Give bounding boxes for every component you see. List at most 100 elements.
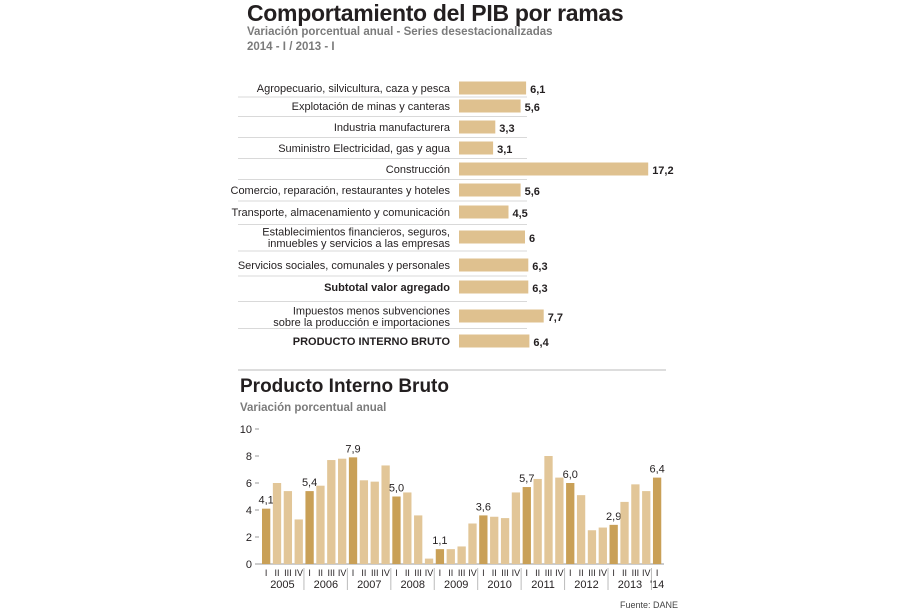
category-label: Industria manufacturera (334, 122, 451, 134)
bar (479, 515, 488, 564)
quarter-label: II (275, 568, 280, 578)
bar-data-label: 7,9 (345, 443, 360, 455)
chart-subtitle: Variación porcentual anual - Series dese… (247, 26, 553, 38)
category-label: Impuestos menos subvenciones (293, 305, 451, 317)
quarter-label: II (492, 568, 497, 578)
quarter-label: III (501, 568, 509, 578)
quarter-label: II (535, 568, 540, 578)
quarter-label: III (458, 568, 466, 578)
quarter-label: IV (381, 568, 390, 578)
bar (459, 230, 525, 244)
year-label: 2010 (487, 579, 511, 591)
bar (533, 478, 542, 564)
bar (468, 523, 477, 564)
quarter-label: I (439, 568, 442, 578)
bar-value-label: 6,3 (532, 283, 547, 295)
bar-data-label: 3,6 (476, 501, 491, 513)
y-tick-label: 8 (246, 451, 252, 463)
bar (459, 334, 530, 348)
quarter-label: III (328, 568, 336, 578)
year-label: 2011 (531, 579, 555, 591)
quarter-label: I (482, 568, 485, 578)
bar-data-label: 5,4 (302, 477, 317, 489)
bar (392, 496, 401, 564)
bar (316, 485, 325, 564)
year-label: 2009 (444, 579, 468, 591)
bar (294, 519, 303, 564)
year-label: 2005 (270, 579, 294, 591)
y-tick-label: 0 (246, 559, 252, 571)
category-label: sobre la producción e importaciones (273, 317, 450, 329)
chart2-subtitle: Variación porcentual anual (240, 402, 387, 414)
bar (459, 183, 521, 197)
bar (631, 484, 640, 564)
bar-value-label: 6 (529, 233, 535, 245)
category-label: Comercio, reparación, restaurantes y hot… (231, 185, 451, 197)
quarter-label: I (395, 568, 398, 578)
bar (262, 508, 271, 564)
quarter-label: I (656, 568, 659, 578)
bar-value-label: 5,6 (525, 186, 540, 198)
bar (459, 258, 529, 272)
bar (459, 280, 529, 294)
category-label: inmuebles y servicios a las empresas (268, 238, 451, 250)
year-label: '14 (650, 579, 664, 591)
category-label: Construcción (386, 164, 450, 176)
bar-data-label: 6,4 (649, 464, 664, 476)
quarter-label: III (284, 568, 292, 578)
quarter-label: IV (338, 568, 347, 578)
y-tick-label: 6 (246, 478, 252, 490)
bar (381, 465, 390, 564)
quarter-label: II (622, 568, 627, 578)
quarter-label: III (371, 568, 379, 578)
bar (459, 162, 649, 176)
bar (459, 309, 544, 323)
bar (609, 524, 618, 564)
quarter-label: I (352, 568, 355, 578)
bar-value-label: 7,7 (548, 312, 563, 324)
quarter-label: II (318, 568, 323, 578)
category-label: Suministro Electricidad, gas y agua (278, 143, 451, 155)
y-tick-label: 4 (246, 505, 252, 517)
bar (446, 549, 455, 564)
bar (587, 530, 597, 564)
bar-value-label: 17,2 (652, 165, 673, 177)
quarter-label: II (361, 568, 366, 578)
bar (403, 492, 412, 564)
category-label: Subtotal valor agregado (324, 282, 450, 294)
chart-period: 2014 - I / 2013 - I (247, 41, 335, 53)
y-tick-label: 10 (240, 424, 252, 436)
bar (370, 481, 379, 564)
bar (511, 492, 521, 564)
category-label: Transporte, almacenamiento y comunicació… (232, 207, 450, 219)
bar (544, 456, 553, 564)
category-label: Explotación de minas y canteras (292, 101, 451, 113)
bar (566, 483, 575, 564)
bar (414, 515, 423, 564)
quarter-label: II (579, 568, 584, 578)
category-label: Establecimientos financieros, seguros, (262, 226, 450, 238)
category-label: Servicios sociales, comunales y personal… (238, 260, 451, 272)
bar (620, 501, 629, 564)
quarter-label: IV (512, 568, 521, 578)
bar (283, 491, 293, 564)
bar-data-label: 2,9 (606, 511, 621, 523)
bar (500, 518, 510, 564)
bar (459, 205, 509, 219)
bar (327, 460, 336, 564)
y-tick-label: 2 (246, 532, 252, 544)
quarter-label: I (569, 568, 572, 578)
year-label: 2007 (357, 579, 381, 591)
quarter-label: I (308, 568, 311, 578)
year-label: 2013 (618, 579, 642, 591)
bar (522, 487, 531, 564)
bar (435, 549, 445, 564)
quarter-label: I (526, 568, 529, 578)
chart-title: Comportamiento del PIB por ramas (247, 0, 624, 26)
bar-data-label: 1,1 (432, 535, 447, 547)
bar-value-label: 6,4 (533, 337, 549, 349)
bar (348, 457, 358, 564)
year-label: 2012 (574, 579, 598, 591)
category-label: Agropecuario, silvicultura, caza y pesca (257, 83, 451, 95)
